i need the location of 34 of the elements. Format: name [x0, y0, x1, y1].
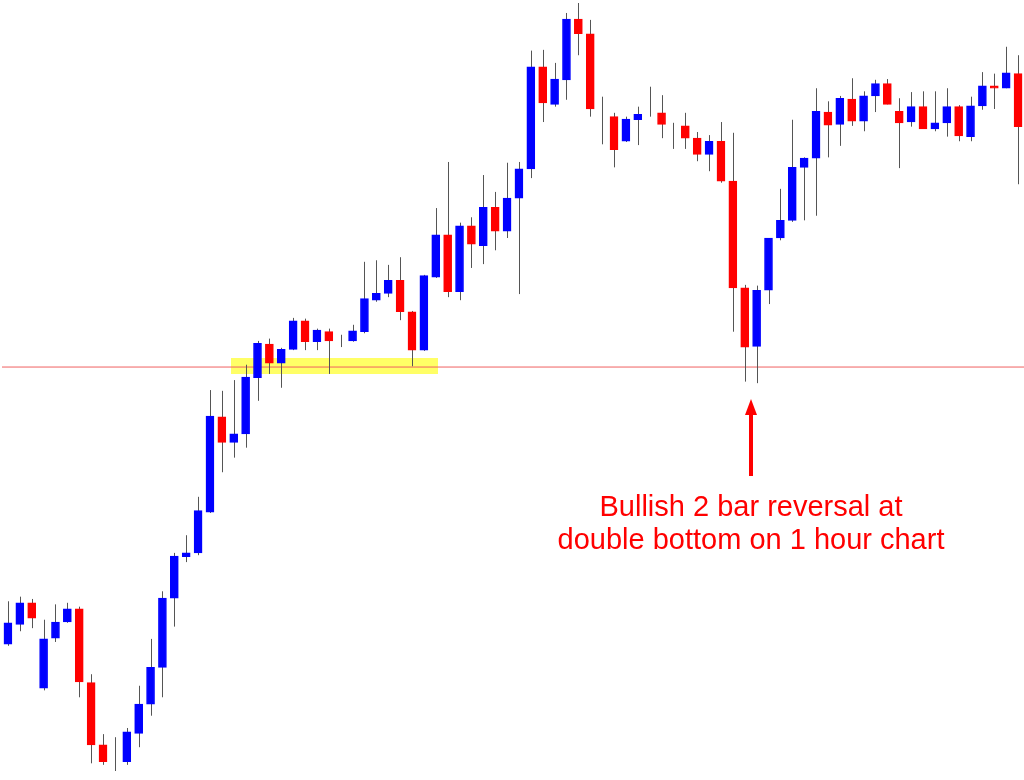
candlestick — [894, 97, 904, 169]
candlestick — [657, 94, 666, 139]
candlestick — [265, 338, 274, 375]
candlestick — [276, 347, 286, 389]
candlestick — [871, 79, 880, 113]
candlestick — [883, 78, 892, 105]
annotation: Bullish 2 bar reversal at double bottom on 1 hour chart — [557, 490, 945, 555]
candlestick — [490, 191, 500, 251]
candlestick — [906, 91, 916, 128]
candlestick — [942, 87, 952, 138]
candlestick — [621, 116, 631, 143]
candlestick — [680, 112, 690, 150]
candlestick — [383, 264, 393, 298]
candlestick — [3, 600, 13, 647]
candlestick — [467, 216, 476, 269]
candlestick — [372, 259, 381, 303]
candlestick — [799, 156, 809, 221]
candlestick — [574, 2, 583, 56]
candlestick — [978, 71, 987, 111]
candlestick — [918, 90, 928, 130]
candlestick — [324, 328, 334, 375]
candlestick — [15, 596, 25, 632]
candlestick — [1001, 46, 1011, 89]
candlestick — [229, 379, 239, 459]
candlestick — [633, 106, 643, 146]
candlestick — [692, 131, 702, 162]
candlestick — [847, 77, 857, 127]
candlestick — [51, 603, 60, 643]
candlestick — [776, 188, 785, 241]
candlestick — [27, 598, 37, 629]
candlestick — [859, 90, 868, 132]
candlestick — [930, 90, 940, 132]
candlestick — [989, 73, 999, 110]
candlestick — [704, 134, 714, 172]
